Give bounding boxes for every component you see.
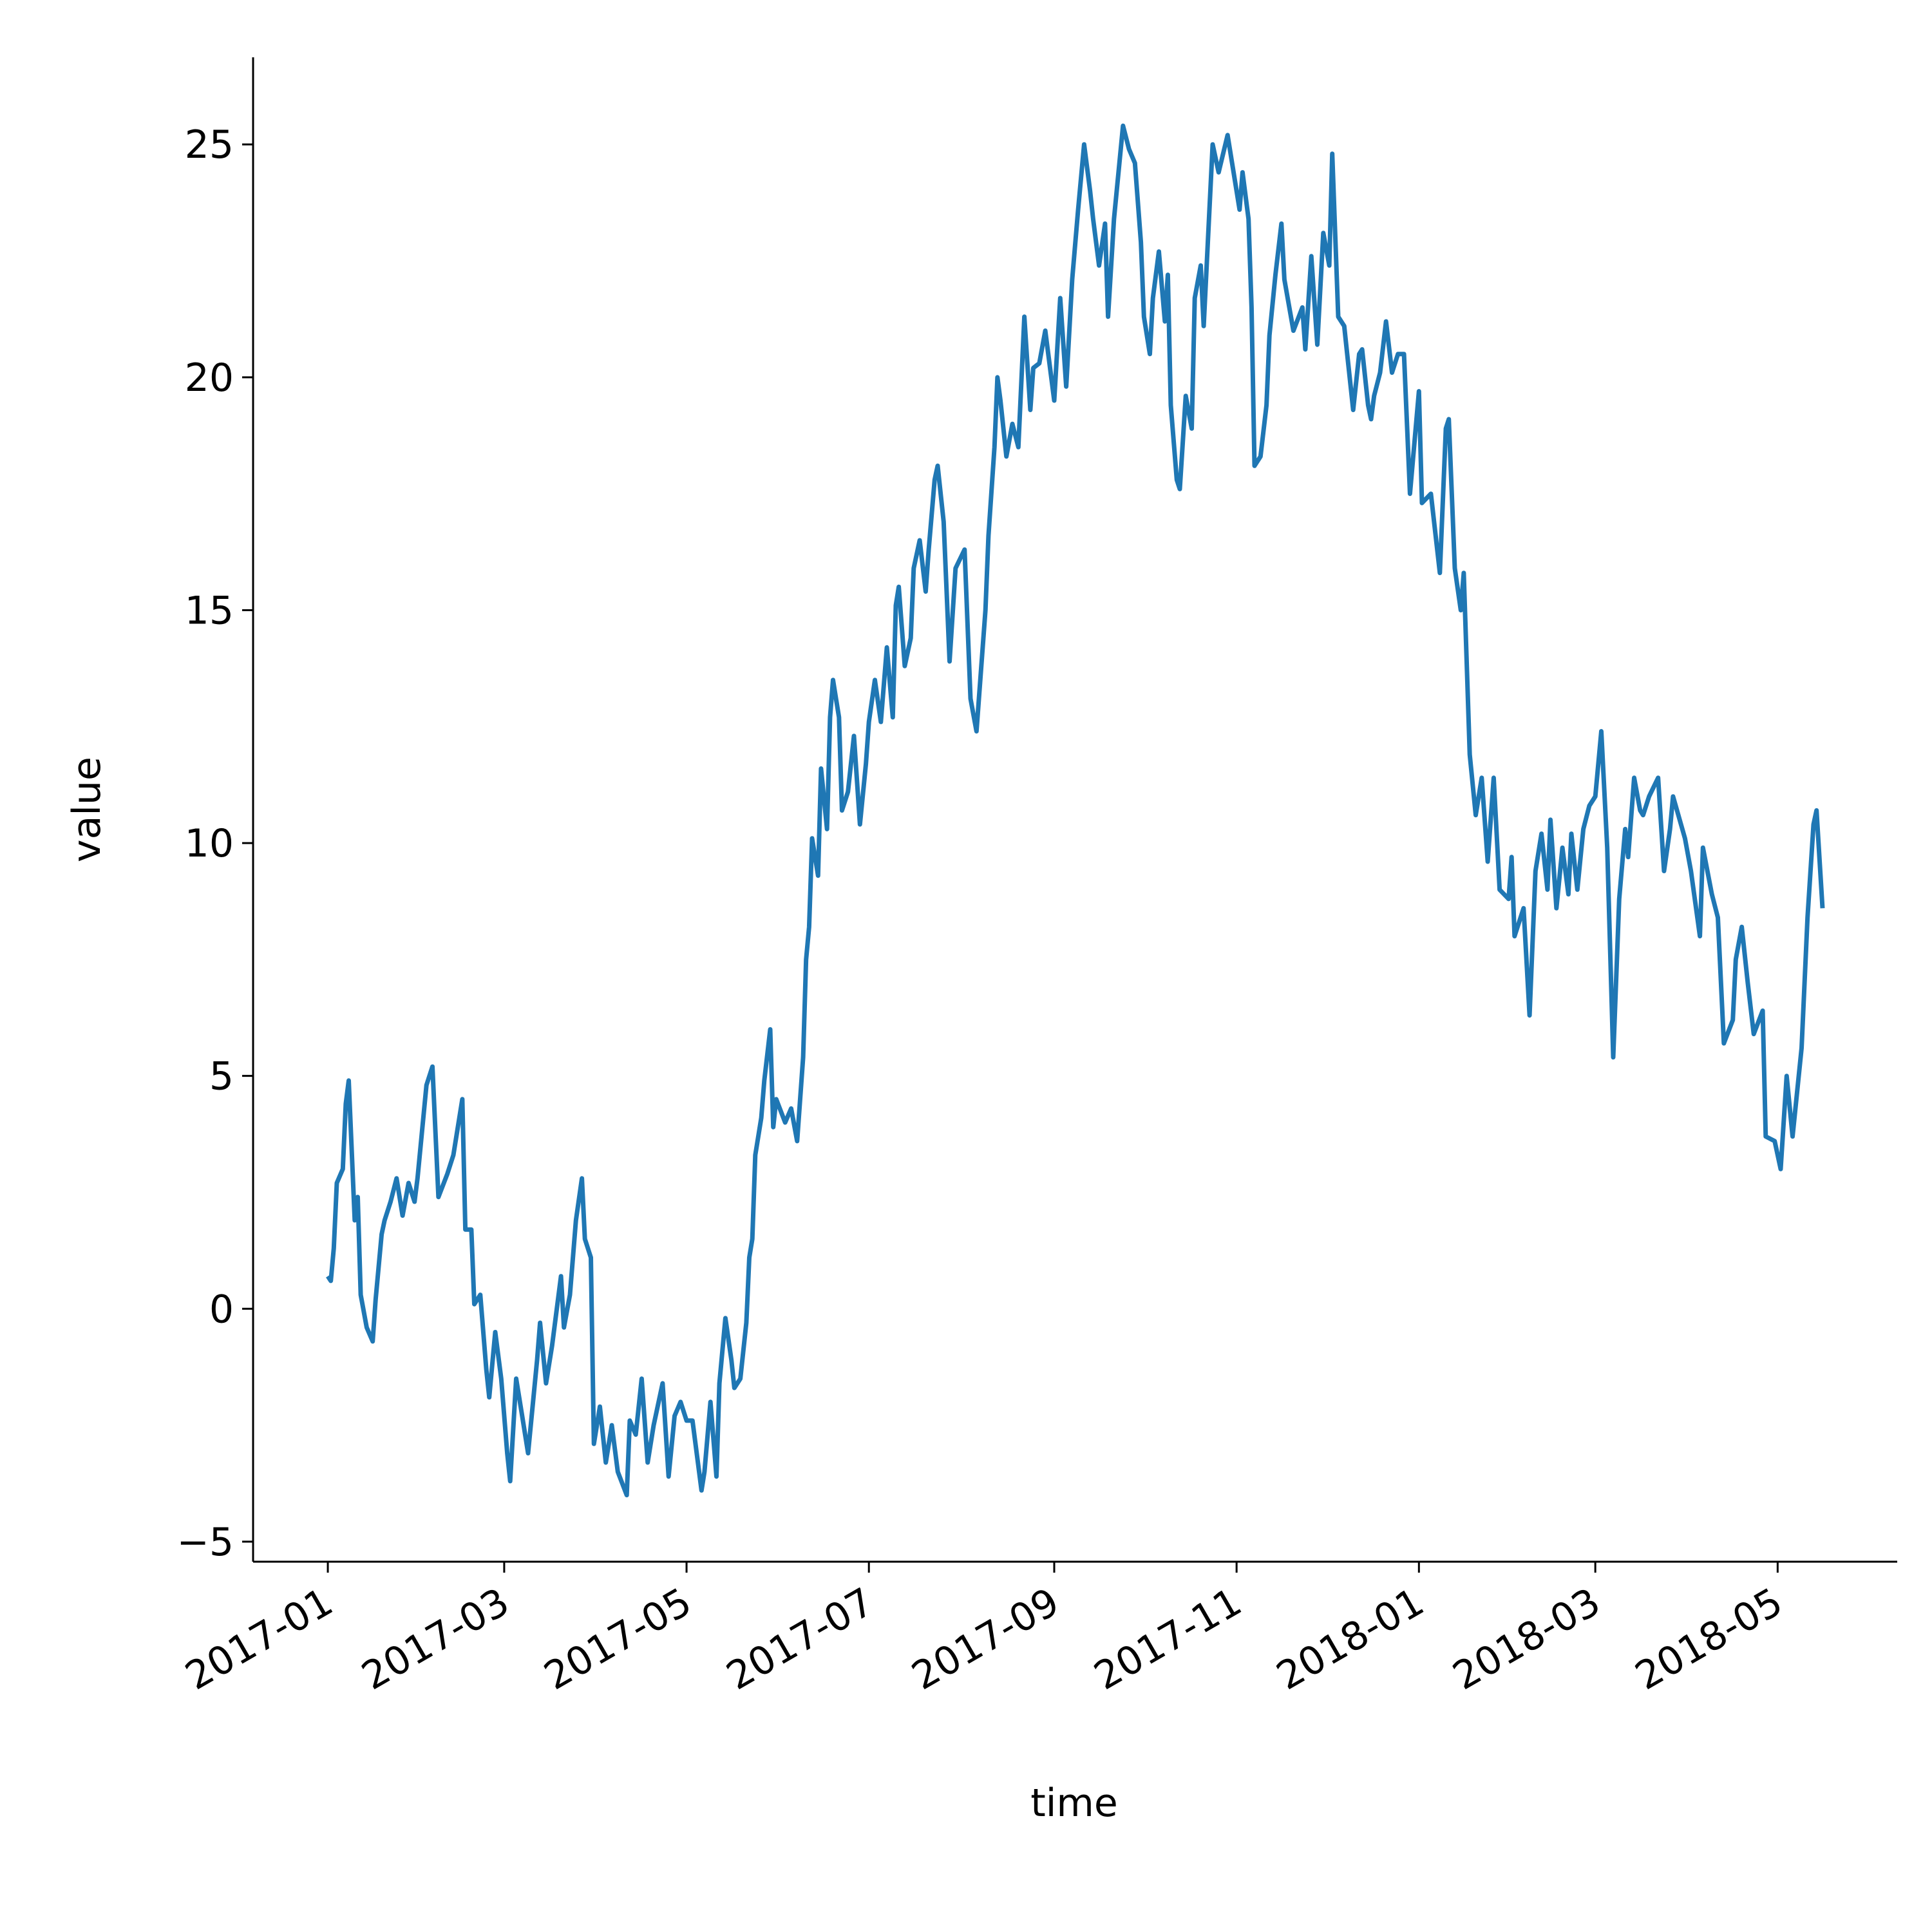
x-tick-label: 2017-09 (904, 1579, 1066, 1699)
y-tick-label: −5 (177, 1520, 234, 1565)
data-line (326, 123, 1825, 1498)
x-tick-label: 2018-03 (1446, 1579, 1608, 1699)
y-tick-label: 10 (185, 821, 234, 866)
y-tick-label: 25 (185, 122, 234, 167)
x-tick-label: 2017-11 (1087, 1579, 1249, 1699)
y-tick-label: 5 (209, 1054, 234, 1099)
x-tick-label: 2017-01 (178, 1579, 340, 1699)
x-tick-label: 2017-03 (354, 1579, 516, 1699)
y-tick-label: 15 (185, 588, 234, 633)
x-tick-label: 2017-05 (536, 1579, 699, 1699)
x-tick-label: 2018-01 (1269, 1579, 1432, 1699)
x-tick-label: 2017-07 (719, 1579, 882, 1699)
x-axis-label: time (1030, 1781, 1118, 1826)
x-tick-label: 2018-05 (1628, 1579, 1790, 1699)
y-tick-label: 20 (185, 355, 234, 401)
y-axis-label: value (64, 757, 109, 862)
y-tick-label: 0 (209, 1287, 234, 1332)
